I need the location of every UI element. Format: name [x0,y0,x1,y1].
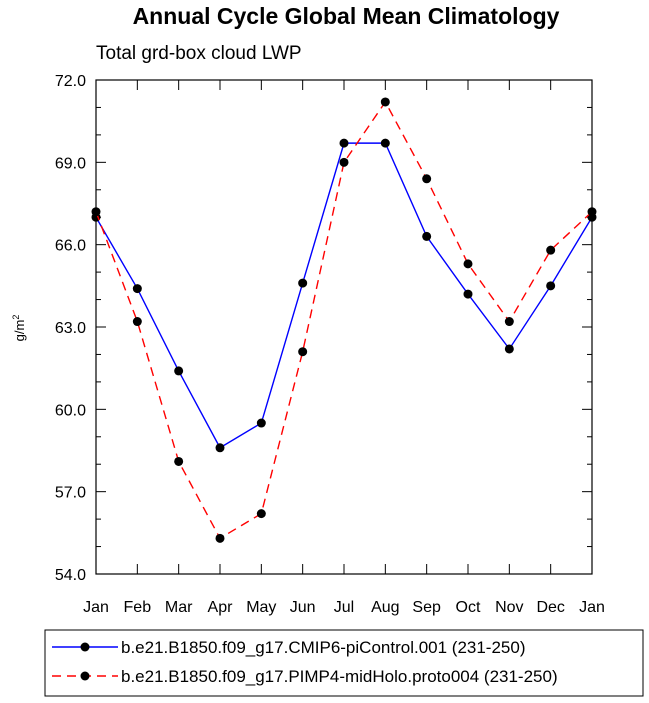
legend-marker-2 [80,671,90,681]
series-line-1 [95,142,593,449]
y-axis-label: g/m2 [11,315,27,342]
x-tick-label: Sep [412,599,441,616]
legend-label-2: b.e21.B1850.f09_g17.PIMP4-midHolo.proto0… [121,667,558,686]
series-1-point [215,443,225,453]
y-tick-label: 69.0 [55,155,86,172]
y-tick-label: 66.0 [55,238,86,255]
series-2-point [546,245,556,255]
series-1-point [298,278,308,288]
series-line-2 [95,100,593,540]
series-2-point [587,207,597,217]
series-2-point [422,174,432,184]
series-1-point [174,366,184,376]
series-1-point [380,138,390,148]
y-tick-label: 57.0 [55,485,86,502]
x-tick-label: Nov [495,599,523,616]
x-tick-label: Oct [456,599,481,616]
x-tick-label: Feb [124,599,152,616]
series-2-point [215,533,225,543]
series-2-point [256,509,266,519]
series-2-point [298,347,308,357]
y-tick-label: 72.0 [55,73,86,90]
legend-marker-1 [80,642,90,652]
series-2-point [132,317,142,327]
chart-title: Annual Cycle Global Mean Climatology [133,3,560,29]
x-tick-label: May [246,599,276,616]
series-2-point [174,456,184,466]
x-tick-label: Apr [208,599,234,616]
series-1-point [256,418,266,428]
x-tick-label: Jan [579,599,605,616]
legend-label-1: b.e21.B1850.f09_g17.CMIP6-piControl.001 … [121,638,526,657]
x-tick-label: Jan [83,599,109,616]
series-2-point [91,207,101,217]
series-2-point [463,259,473,269]
series-1-point [546,281,556,291]
x-tick-label: Dec [536,599,564,616]
series-1-point [504,344,514,354]
y-tick-label: 54.0 [55,567,86,584]
x-tick-label: Jul [334,599,354,616]
chart-subtitle: Total grd-box cloud LWP [96,43,302,64]
x-tick-label: Mar [165,599,193,616]
series-1-point [463,289,473,299]
plot-frame [95,79,593,575]
series-2-point [380,97,390,107]
series-2-point [504,317,514,327]
y-tick-label: 63.0 [55,320,86,337]
series-1-point [422,231,432,241]
series-1-point [132,284,142,294]
x-tick-label: Aug [371,599,399,616]
series-1-point [339,138,349,148]
x-tick-label: Jun [290,599,316,616]
series-2-point [339,157,349,167]
legend-box [44,629,644,697]
y-tick-label: 60.0 [55,402,86,419]
